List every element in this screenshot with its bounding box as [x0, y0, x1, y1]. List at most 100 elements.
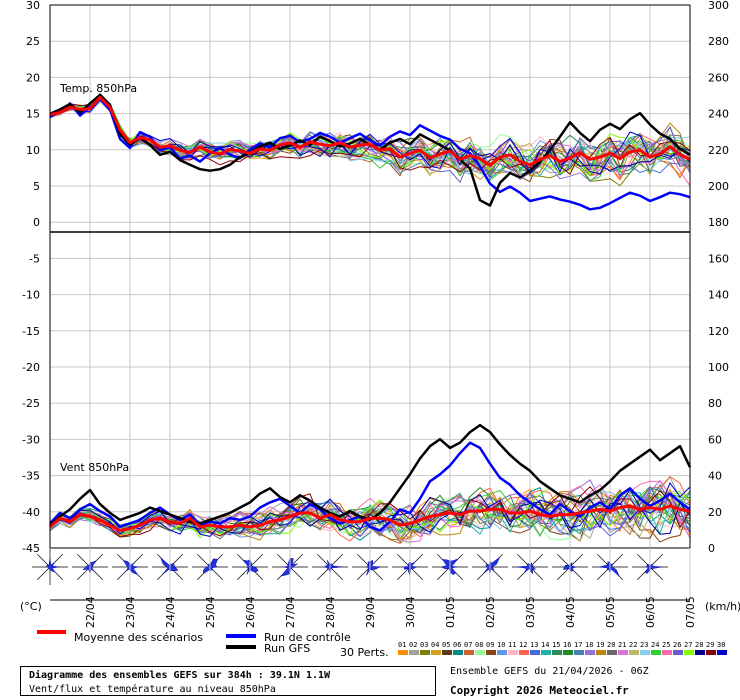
left-tick-label: -10 — [22, 289, 40, 302]
pert-wind-line-11 — [49, 489, 691, 542]
pert-number: 30 — [717, 641, 725, 649]
date-tick-label: 30/04 — [404, 596, 417, 628]
pert-number: 29 — [706, 641, 714, 649]
left-tick-label: -30 — [22, 433, 40, 446]
pert-number: 22 — [629, 641, 637, 649]
right-tick-label: 160 — [708, 252, 729, 265]
pert-color-swatch — [420, 650, 430, 655]
rose-spoke — [569, 554, 583, 568]
pert-number: 28 — [695, 641, 703, 649]
right-tick-label: 120 — [708, 325, 729, 338]
pert-number: 04 — [431, 641, 439, 649]
pert-number: 17 — [574, 641, 582, 649]
pert-number: 02 — [409, 641, 417, 649]
diagram-info-box: Diagramme des ensembles GEFS sur 384h : … — [20, 666, 436, 696]
pert-color-swatch — [464, 650, 474, 655]
pert-temp-line-30 — [49, 98, 691, 175]
rose-spoke — [77, 554, 91, 568]
date-tick-label: 04/05 — [564, 596, 577, 628]
right-unit-label: (km/h) — [705, 600, 740, 613]
pert-color-swatch — [662, 650, 672, 655]
date-tick-label: 07/05 — [684, 596, 697, 628]
pert-color-swatch — [717, 650, 727, 655]
wind-roses — [32, 549, 668, 585]
pert-number: 19 — [596, 641, 604, 649]
date-tick-label: 23/04 — [124, 596, 137, 628]
right-tick-label: 80 — [708, 397, 722, 410]
rose-spoke — [557, 566, 571, 580]
pert-number: 06 — [453, 641, 461, 649]
pert-number: 13 — [530, 641, 538, 649]
left-tick-label: 5 — [33, 180, 40, 193]
rose-spoke — [437, 566, 451, 580]
right-tick-label: 60 — [708, 433, 722, 446]
left-tick-label: -25 — [22, 397, 40, 410]
rose-petal — [483, 556, 501, 576]
left-tick-label: -5 — [29, 252, 40, 265]
pert-color-swatch — [442, 650, 452, 655]
left-tick-label: -15 — [22, 325, 40, 338]
diagram-subtitle: Vent/flux et température au niveau 850hP… — [29, 684, 276, 695]
pert-color-swatch — [475, 650, 485, 655]
rose-spoke — [557, 554, 571, 568]
pert-color-swatch — [552, 650, 562, 655]
date-tick-label: 26/04 — [244, 596, 257, 628]
legend-gfs-label: Run GFS — [264, 642, 310, 655]
wind-rose — [632, 549, 668, 585]
rose-petal — [323, 560, 342, 576]
pert-color-swatch — [497, 650, 507, 655]
date-tick-label: 05/05 — [604, 596, 617, 628]
date-axis: 22/04 23/04 24/04 25/04 26/04 27/04 28/04 29/04… — [50, 548, 697, 628]
pert-number: 16 — [563, 641, 571, 649]
pert-number: 11 — [508, 641, 516, 649]
pert-color-swatch — [651, 650, 661, 655]
pert-wind-line-14 — [49, 492, 691, 536]
rose-spoke — [289, 566, 303, 580]
right-tick-label: 180 — [708, 216, 729, 229]
wind-rose — [32, 549, 68, 585]
pert-color-swatch — [541, 650, 551, 655]
left-tick-label: 10 — [26, 144, 40, 157]
left-unit-label: (°C) — [20, 600, 42, 613]
pert-color-swatch — [706, 650, 716, 655]
wind-rose — [272, 549, 308, 585]
left-axis: 30 25 20 15 10 5 0 -5 -10 -15 -20 -25 -30 -35 -40 -45 — [22, 0, 40, 555]
rose-petal — [122, 560, 139, 576]
mean-wind-line — [49, 504, 691, 532]
rose-petal — [366, 560, 381, 576]
pert-number: 14 — [541, 641, 549, 649]
run-info: Ensemble GEFS du 21/04/2026 - 06Z — [450, 666, 649, 677]
right-tick-label: 300 — [708, 0, 729, 12]
right-tick-label: 40 — [708, 470, 722, 483]
rose-spoke — [529, 554, 543, 568]
pert-color-swatch — [519, 650, 529, 655]
left-tick-label: 25 — [26, 35, 40, 48]
rose-spoke — [317, 554, 331, 568]
date-tick-label: 29/04 — [364, 596, 377, 628]
date-tick-label: 28/04 — [324, 596, 337, 628]
right-tick-label: 260 — [708, 71, 729, 84]
right-axis: 3002802602402202001801601401201008060402… — [708, 0, 729, 555]
pert-color-swatch — [684, 650, 694, 655]
mean-temp-line — [49, 95, 691, 167]
pert-color-swatch — [640, 650, 650, 655]
pert-color-swatch — [563, 650, 573, 655]
pert-color-swatch — [453, 650, 463, 655]
right-tick-label: 280 — [708, 35, 729, 48]
pert-color-swatch — [695, 650, 705, 655]
pert-color-swatch — [585, 650, 595, 655]
legend: 01 02 03 04 05 06 07 08 09 10 11 12 13 14 15 16 17 18 19 20… — [398, 641, 727, 655]
rose-spoke — [329, 566, 343, 580]
left-tick-label: -35 — [22, 470, 40, 483]
diagram-title: Diagramme des ensembles GEFS sur 384h : … — [29, 670, 331, 681]
pert-number: 03 — [420, 641, 428, 649]
temp-panel-label: Temp. 850hPa — [59, 82, 137, 95]
right-tick-label: 20 — [708, 506, 722, 519]
copyright: Copyright 2026 Meteociel.fr — [450, 684, 629, 697]
pert-color-swatch — [607, 650, 617, 655]
pert-color-swatch — [398, 650, 408, 655]
pert-temp-line-18 — [49, 101, 691, 182]
pert-color-swatch — [673, 650, 683, 655]
rose-spoke — [397, 566, 411, 580]
pert-number: 18 — [585, 641, 593, 649]
